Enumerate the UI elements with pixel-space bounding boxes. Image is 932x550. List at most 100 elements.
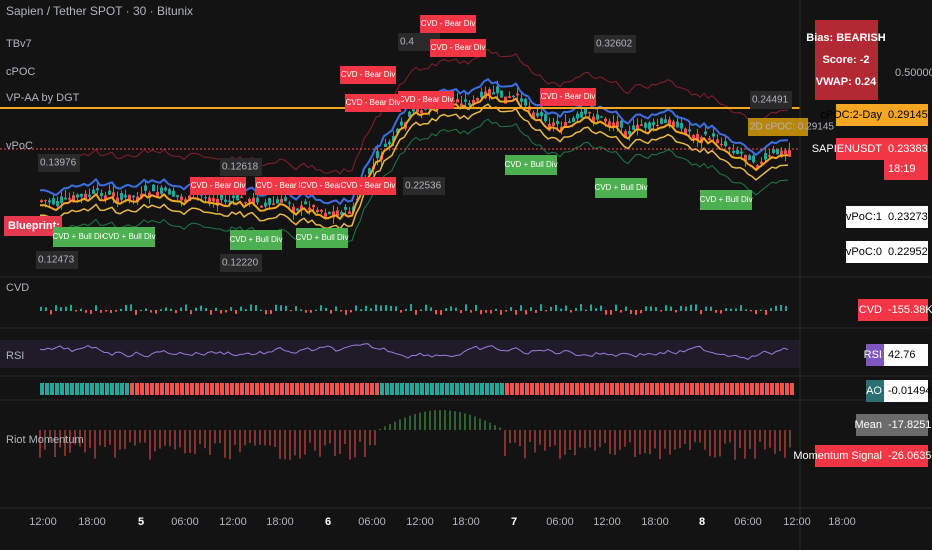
bear-div-bg (190, 177, 246, 195)
ao-bar (235, 383, 239, 395)
tag-value: 42.76 (888, 349, 916, 361)
cvd-bar (200, 305, 202, 311)
candle (768, 155, 771, 157)
ao-bar (735, 383, 739, 395)
bull-div-bg (296, 228, 348, 248)
ao-bar (200, 383, 204, 395)
ao-bar (630, 383, 634, 395)
ao-bar (260, 383, 264, 395)
indicator-line (39, 48, 789, 175)
ao-bar (185, 383, 189, 395)
candle (672, 121, 675, 128)
candle (176, 195, 179, 198)
cvd-bar (745, 309, 747, 311)
ao-bar (155, 383, 159, 395)
candle (648, 122, 651, 130)
candle (396, 128, 399, 133)
ao-bar (255, 383, 259, 395)
ao-bar (365, 383, 369, 395)
ao-bar (610, 383, 614, 395)
candle (188, 195, 191, 202)
ao-bar (310, 383, 314, 395)
ao-bar (50, 383, 54, 395)
indicator-name: vPoC (6, 140, 33, 152)
ao-bar (685, 383, 689, 395)
ao-bar (705, 383, 709, 395)
ao-bar (755, 383, 759, 395)
cvd-bar (410, 304, 412, 311)
blueprint-bg (4, 216, 62, 236)
ao-bar (225, 383, 229, 395)
cvd-bar (735, 308, 737, 311)
ao-bar (280, 383, 284, 395)
ao-bar (590, 383, 594, 395)
bear-div-label: CVD - Bear Div (256, 181, 311, 190)
cvd-bar (585, 309, 587, 311)
candle (104, 195, 107, 201)
cvd-bar (165, 307, 167, 311)
ao-bar (740, 383, 744, 395)
candle (664, 119, 667, 124)
candle (232, 195, 235, 199)
ao-bar (785, 383, 789, 395)
ao-bar (700, 383, 704, 395)
ao-bar (245, 383, 249, 395)
ao-bar (585, 383, 589, 395)
ao-bar (305, 383, 309, 395)
cvd-bar (680, 305, 682, 311)
ao-bar (495, 383, 499, 395)
price-label: 0.12618 (222, 162, 259, 173)
candle (676, 121, 679, 128)
candle (616, 121, 619, 128)
ao-bar (135, 383, 139, 395)
bull-div-bg (53, 227, 105, 247)
candle (724, 141, 727, 147)
candle (112, 192, 115, 197)
ao-bar (450, 383, 454, 395)
cvd-bar (620, 310, 622, 313)
bias-line: Bias: BEARISH (806, 32, 886, 44)
tag-name: RSI (864, 349, 882, 361)
candle (744, 154, 747, 161)
candle (468, 103, 471, 106)
ao-bar (300, 383, 304, 395)
ao-bar (390, 383, 394, 395)
ao-bar (335, 383, 339, 395)
panel-title: CVD (6, 282, 29, 294)
candle (220, 193, 223, 200)
ao-bar (410, 383, 414, 395)
bear-div-label: CVD - Bear Div (431, 43, 486, 52)
ao-bar (290, 383, 294, 395)
cvd-bar (230, 307, 232, 311)
ao-bar (505, 383, 509, 395)
indicator-line (39, 118, 789, 245)
cvd-bar (100, 310, 102, 313)
candle (716, 139, 719, 144)
time-label: 12:00 (406, 516, 434, 528)
bear-div-label: CVD - Bear Div (541, 92, 596, 101)
cvd-bar (75, 310, 77, 312)
candle (416, 107, 419, 113)
cvd-bar (420, 309, 422, 311)
ao-bar (580, 383, 584, 395)
indicator-name: cPOC (6, 66, 35, 78)
bull-div-label: CVD + Bull Div (52, 232, 105, 241)
symbol-title: Sapien / Tether SPOT · 30 · Bitunix (6, 4, 193, 18)
candle (348, 211, 351, 214)
bear-div-label: CVD - Bear Div (346, 98, 401, 107)
ao-bar (760, 383, 764, 395)
candle (656, 124, 659, 127)
cvd-bar (755, 310, 757, 315)
tag-name-bg (866, 344, 884, 366)
cvd-bar (605, 310, 607, 315)
candle (596, 114, 599, 120)
rsi-line (39, 343, 789, 360)
candle (160, 187, 163, 194)
ao-bar (210, 383, 214, 395)
cvd-bar (780, 304, 782, 311)
cvd-bar (310, 310, 312, 313)
ao-bar (175, 383, 179, 395)
candle (296, 208, 299, 211)
ao-bar (320, 383, 324, 395)
